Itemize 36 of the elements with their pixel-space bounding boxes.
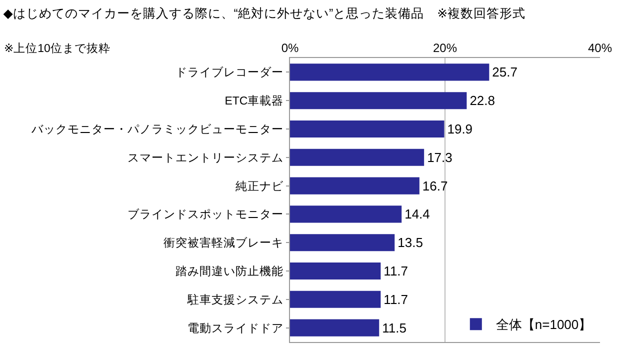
data-label: 11.7 <box>384 264 408 278</box>
data-label: 14.4 <box>404 206 430 222</box>
data-label: 25.7 <box>492 64 518 80</box>
bar <box>290 234 395 252</box>
data-label: 13.5 <box>398 235 423 250</box>
bar <box>290 177 420 194</box>
y-tick-label: 駐車支援システム <box>186 292 284 306</box>
data-label: 22.8 <box>470 93 496 108</box>
y-tick-label: ドライブレコーダー <box>176 65 284 80</box>
y-tick-label: 電動スライドドア <box>188 322 284 335</box>
data-label: 11.5 <box>382 320 406 336</box>
data-label: 19.9 <box>447 122 473 136</box>
y-tick-label: バックモニター・パノラミックビューモニター <box>30 123 284 136</box>
bar <box>290 120 444 138</box>
data-label: 16.7 <box>422 178 448 194</box>
y-tick-label: 純正ナビ <box>236 180 285 193</box>
bar <box>290 319 380 336</box>
bar <box>290 206 402 223</box>
bar <box>290 290 381 308</box>
y-tick-label: ETC車載器 <box>224 94 284 108</box>
bar <box>290 148 424 166</box>
legend-label: 全体【n=1000】 <box>496 317 592 332</box>
x-tick-label: 40% <box>588 41 612 56</box>
data-label: 11.7 <box>384 292 408 307</box>
data-label: 17.3 <box>427 150 452 165</box>
bar <box>290 262 381 280</box>
bar <box>290 92 467 110</box>
x-tick-label: 20% <box>432 41 458 56</box>
y-tick-label: スマートエントリーシステム <box>128 152 284 164</box>
bar <box>290 64 490 81</box>
y-tick-label: 衝突被害軽減ブレーキ <box>164 236 284 250</box>
y-tick-label: 踏み間違い防止機能 <box>176 265 284 278</box>
chart-title: ◆はじめてのマイカーを購入する際に、“絶対に外せない”と思った装備品 ※複数回答形式 <box>3 5 526 20</box>
text: ※上位10位まで抜粋 <box>4 42 110 55</box>
x-tick-label: 0% <box>281 41 299 56</box>
y-tick-label: ブラインドスポットモニター <box>128 207 284 222</box>
